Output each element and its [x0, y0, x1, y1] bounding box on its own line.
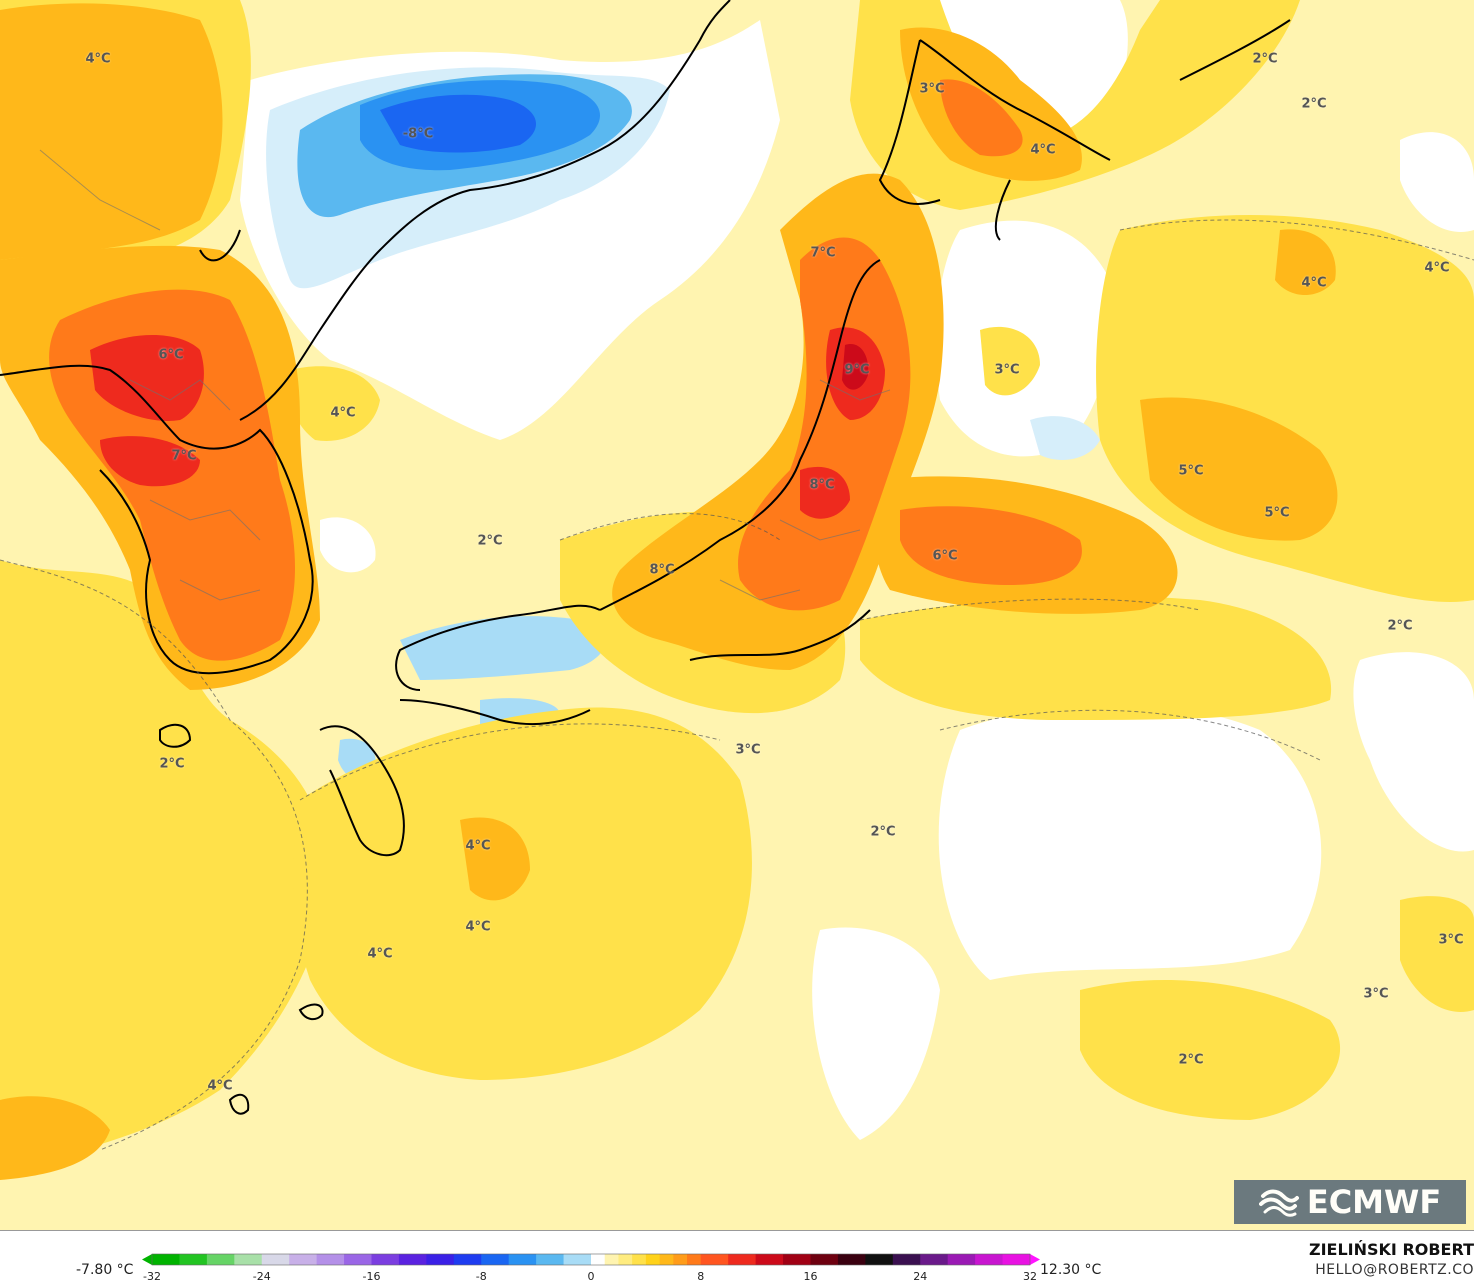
temperature-label: 5°C [1178, 463, 1204, 479]
colorbar-swatch [152, 1254, 180, 1265]
colorbar-swatch [206, 1254, 235, 1265]
temperature-label: 2°C [870, 824, 896, 840]
temperature-anomaly-map: 4°C -8°C 3°C 4°C 2°C 2°C 7°C 4°C 4°C 6°C 9°C 3°C 4°C… [0, 0, 1474, 1230]
colorbar-tick-label: -24 [253, 1270, 271, 1283]
temperature-label: 4°C [465, 838, 491, 854]
author-name: ZIELIŃSKI ROBERT [1308, 1240, 1474, 1259]
colorbar-tick-label: -16 [363, 1270, 381, 1283]
colorbar-swatch [947, 1254, 976, 1265]
temperature-label: -8°C [402, 126, 434, 142]
temperature-label: 2°C [1301, 96, 1327, 112]
colorbar-tick-label: 8 [697, 1270, 704, 1283]
colorbar-swatch [618, 1254, 633, 1265]
map-canvas [0, 0, 1474, 1230]
colorbar-swatch [1002, 1254, 1031, 1265]
colorbar-swatch [659, 1254, 674, 1265]
colorbar-swatch [289, 1254, 318, 1265]
temperature-label: 9°C [844, 362, 870, 378]
temperature-label: 4°C [85, 51, 111, 67]
author-email: HELLO@ROBERTZ.CO [1315, 1262, 1474, 1278]
temperature-label: 4°C [1424, 260, 1450, 276]
colorbar-swatch [591, 1254, 606, 1265]
temperature-label: 2°C [1252, 51, 1278, 67]
colorbar-max-extend [1030, 1254, 1040, 1265]
anomaly-zone-mild [0, 0, 1474, 1170]
colorbar-swatch [810, 1254, 839, 1265]
colorbar-swatch [563, 1254, 592, 1265]
colorbar-swatch [632, 1254, 647, 1265]
colorbar-tick-label: 16 [804, 1270, 818, 1283]
temperature-label: 4°C [330, 405, 356, 421]
anomaly-zone-hot [90, 327, 885, 519]
colorbar-min-extend [142, 1254, 152, 1265]
temperature-label: 7°C [171, 448, 197, 464]
colorbar-swatch [316, 1254, 345, 1265]
temperature-label: 4°C [367, 946, 393, 962]
colorbar-swatch [508, 1254, 537, 1265]
temperature-label: 2°C [477, 533, 503, 549]
temperature-label: 8°C [649, 562, 675, 578]
temperature-label: 5°C [1264, 505, 1290, 521]
colorbar-swatch [837, 1254, 866, 1265]
temperature-label: 6°C [932, 548, 958, 564]
temperature-label: 7°C [810, 245, 836, 261]
coastlines [0, 0, 1291, 1115]
colorbar-swatch [920, 1254, 949, 1265]
colorbar-swatch [536, 1254, 565, 1265]
colorbar-swatch [673, 1254, 688, 1265]
temperature-label: 4°C [1030, 142, 1056, 158]
temperature-label: 4°C [207, 1078, 233, 1094]
colorbar-max-value: 12.30 °C [1040, 1262, 1102, 1278]
colorbar-swatch [728, 1254, 757, 1265]
temperature-label: 3°C [1363, 986, 1389, 1002]
colorbar-swatch [700, 1254, 729, 1265]
colorbar-swatch [645, 1254, 661, 1265]
colorbar-min-value: -7.80 °C [76, 1262, 134, 1278]
temperature-label: 2°C [159, 756, 185, 772]
temperature-label: 4°C [465, 919, 491, 935]
temperature-label: 8°C [809, 477, 835, 493]
colorbar-tick-label: 32 [1023, 1270, 1037, 1283]
colorbar-swatch [453, 1254, 482, 1265]
colorbar-swatch [755, 1254, 784, 1265]
colorbar-swatch [481, 1254, 510, 1265]
colorbar-tick-label: -8 [476, 1270, 487, 1283]
temperature-label: 3°C [994, 362, 1020, 378]
colorbar-swatch [783, 1254, 811, 1265]
colorbar-swatch [261, 1254, 290, 1265]
colorbar-swatch [371, 1254, 400, 1265]
colorbar-ticks: -32 -24 -16 -8 0 8 16 24 32 [143, 1270, 1037, 1283]
ecmwf-logo-icon [1258, 1189, 1299, 1217]
temperature-label: 6°C [158, 347, 184, 363]
colorbar-swatches [142, 1253, 1040, 1266]
colorbar-swatch [604, 1254, 619, 1265]
colorbar-outline [151, 1253, 1031, 1266]
temperature-label: 2°C [1387, 618, 1413, 634]
temperature-label: 3°C [919, 81, 945, 97]
temperature-label: 3°C [1438, 932, 1464, 948]
colorbar-swatch [865, 1254, 894, 1265]
colorbar: -32 -24 -16 -8 0 8 16 24 32 [142, 1253, 1040, 1283]
isolines [0, 219, 1474, 1151]
ecmwf-logo: ECMWF [1234, 1180, 1466, 1224]
colorbar-tick-label: -32 [143, 1270, 161, 1283]
colorbar-swatch [892, 1254, 921, 1265]
colorbar-tick-label: 24 [913, 1270, 927, 1283]
colorbar-tick-label: 0 [588, 1270, 595, 1283]
colorbar-swatch [234, 1254, 263, 1265]
admin-boundaries [39, 149, 891, 601]
ecmwf-logo-text: ECMWF [1306, 1183, 1442, 1221]
colorbar-swatch [975, 1254, 1004, 1265]
colorbar-swatch [179, 1254, 208, 1265]
colorbar-swatch [426, 1254, 455, 1265]
anomaly-zone-cold [297, 74, 632, 218]
temperature-label: 3°C [735, 742, 761, 758]
colorbar-swatch [344, 1254, 372, 1265]
colorbar-swatch [687, 1254, 702, 1265]
colorbar-swatch [398, 1254, 427, 1265]
temperature-label: 2°C [1178, 1052, 1204, 1068]
anomaly-zone-hottest [842, 344, 869, 390]
temperature-label: 4°C [1301, 275, 1327, 291]
